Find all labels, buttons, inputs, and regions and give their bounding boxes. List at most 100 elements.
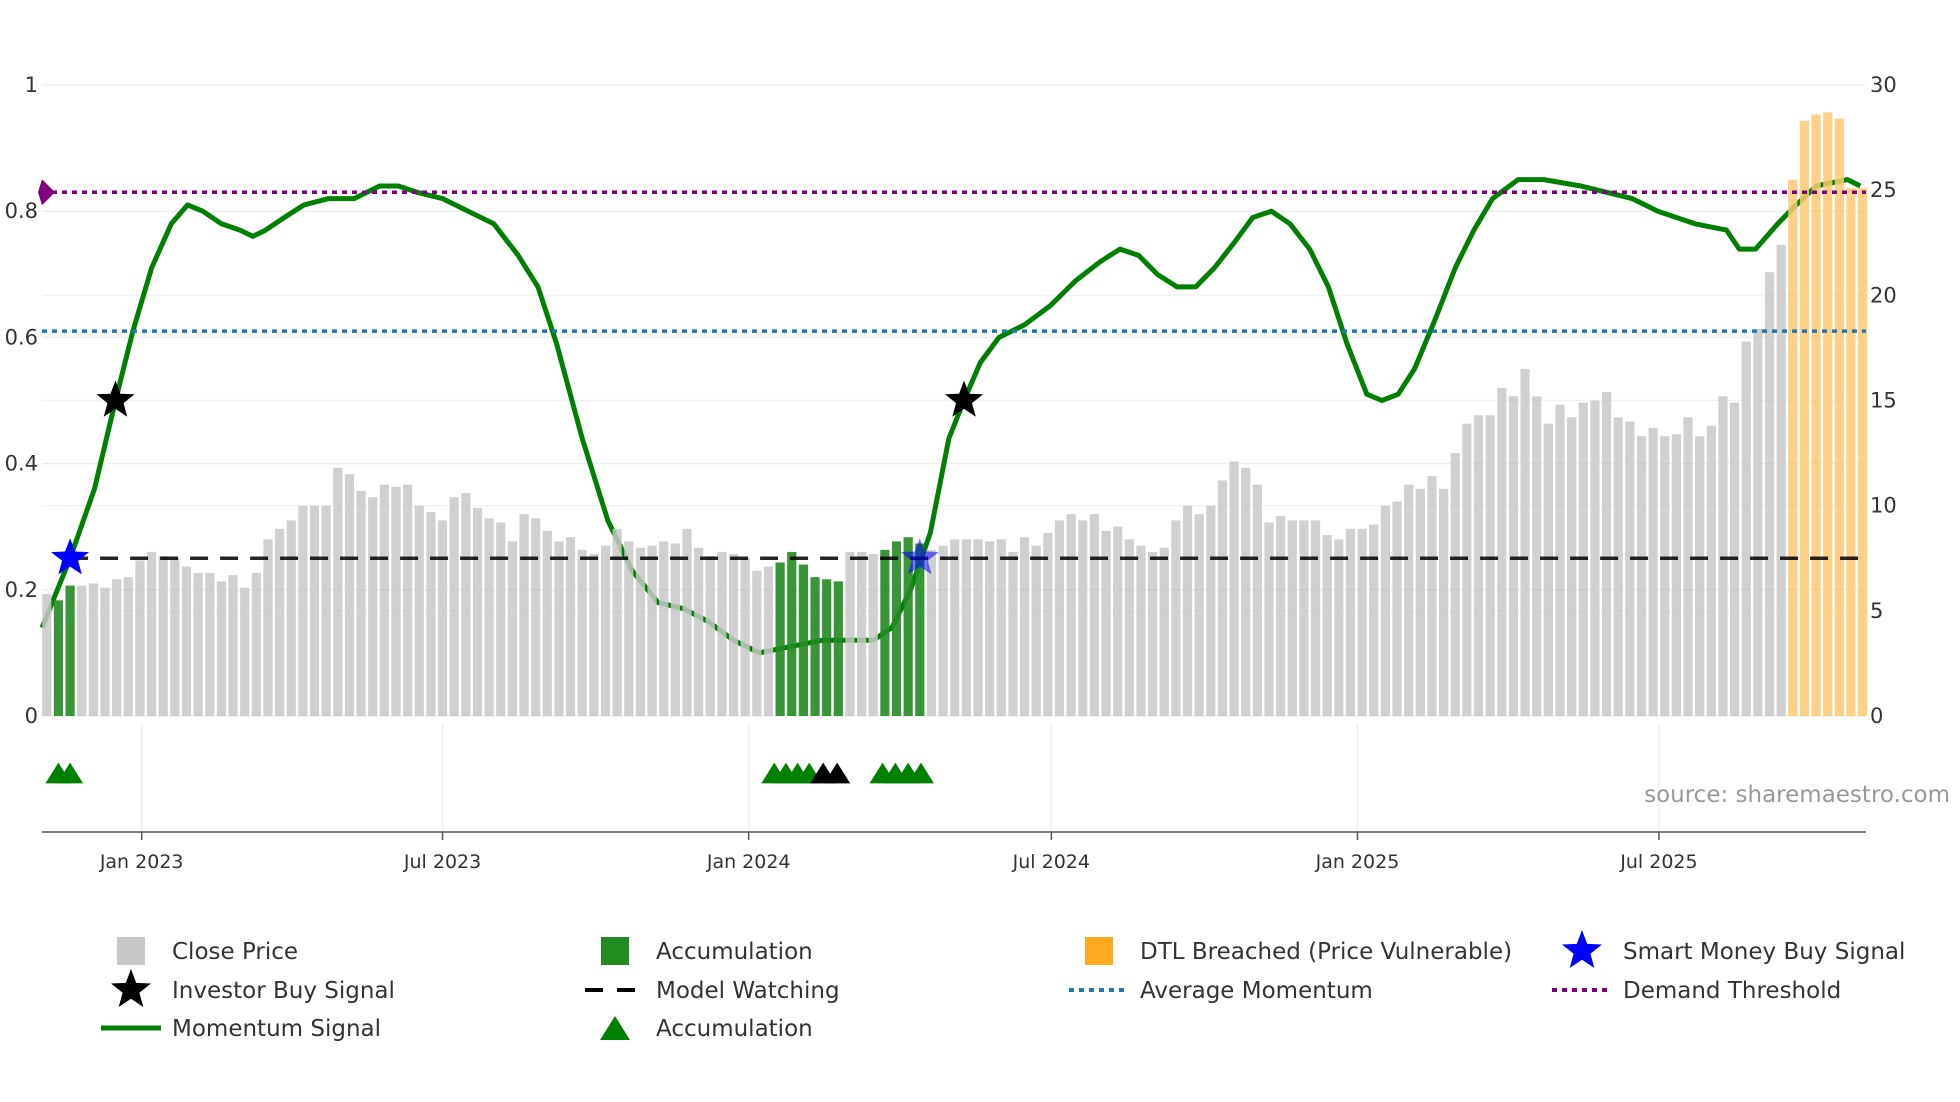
close-price-bar (857, 551, 867, 716)
legend-label-smart-money: Smart Money Buy Signal (1623, 939, 1905, 965)
close-price-bar (391, 486, 401, 716)
close-price-bar (1462, 423, 1472, 716)
close-price-bar (1171, 520, 1181, 716)
dtl-breached-bar (1799, 120, 1810, 717)
accumulation-bar (65, 585, 75, 716)
close-price-bar (682, 528, 692, 716)
close-price-bar (1613, 417, 1623, 716)
left-axis-tick-label: 0 (25, 704, 38, 728)
close-price-bar (566, 537, 576, 716)
close-price-bar (1636, 436, 1647, 716)
close-price-bar (1706, 425, 1716, 716)
close-price-bar (146, 551, 157, 716)
close-price-bar (88, 583, 98, 716)
close-price-bar (1252, 484, 1262, 716)
close-price-bar (996, 539, 1006, 716)
source-label: source: sharemaestro.com (1644, 782, 1950, 808)
accumulation-bar (903, 537, 913, 716)
close-price-bar (1485, 415, 1495, 716)
close-price-bar (985, 541, 995, 716)
close-price-bar (1404, 484, 1414, 716)
close-price-bar (1555, 404, 1565, 716)
close-price-bar (1101, 530, 1111, 716)
legend: Close Price Accumulation DTL Breached (Pri… (101, 930, 1905, 1042)
close-price-bar (1532, 396, 1542, 716)
legend-star-icon (111, 969, 151, 1007)
close-price-bar (1497, 387, 1507, 716)
close-price-bar (763, 566, 774, 716)
close-price-bar (1776, 244, 1786, 716)
close-price-bar (77, 585, 87, 716)
price-bars (42, 112, 1868, 717)
close-price-bar (496, 522, 506, 716)
close-price-bar (1089, 514, 1099, 716)
close-price-bar (868, 554, 878, 716)
right-axis-tick-label: 20 (1870, 283, 1897, 307)
smart-money-star-icon (51, 538, 90, 575)
gridlines (42, 84, 1866, 832)
close-price-bar (426, 511, 436, 716)
accumulation-triangle-icon (57, 762, 84, 784)
close-price-bar (1508, 396, 1519, 716)
close-price-bar (1427, 476, 1437, 716)
dtl-breached-bar (1846, 188, 1856, 716)
close-price-bar (554, 541, 564, 716)
close-price-bar (1741, 341, 1751, 716)
close-price-bar (414, 505, 424, 716)
legend-label-demand-threshold: Demand Threshold (1623, 978, 1841, 1004)
close-price-bar (1567, 417, 1577, 716)
close-price-bar (286, 520, 296, 716)
close-price-bar (298, 505, 308, 716)
close-price-bar (1753, 328, 1763, 716)
close-price-bar (1683, 417, 1693, 716)
dtl-breached-bar (1811, 114, 1821, 717)
close-price-bar (1322, 535, 1332, 716)
close-price-bar (1625, 421, 1635, 716)
close-price-bar (1217, 480, 1228, 716)
close-price-bar (1718, 396, 1728, 716)
legend-label-model-watching: Model Watching (656, 978, 840, 1004)
demand-threshold-diamond-icon (38, 179, 55, 206)
close-price-bar (228, 575, 238, 716)
close-price-bar (600, 545, 611, 716)
close-price-bar (659, 541, 669, 716)
close-price-bar (1473, 415, 1484, 716)
close-price-bar (205, 572, 215, 716)
close-price-bar (356, 490, 366, 716)
close-price-bar (1660, 436, 1670, 716)
legend-star-icon (1562, 930, 1602, 968)
close-price-bar (1136, 545, 1146, 716)
close-price-bar (507, 541, 517, 716)
right-axis-tick-label: 30 (1870, 73, 1897, 97)
close-price-bar (577, 549, 587, 716)
close-price-bar (612, 528, 622, 716)
close-price-bar (42, 594, 52, 716)
close-price-bar (135, 560, 145, 716)
close-price-bar (694, 547, 704, 716)
right-axis-tick-label: 25 (1870, 178, 1897, 202)
close-price-bar (1264, 522, 1274, 716)
close-price-bar (1043, 533, 1053, 716)
accumulation-triangle-black-icon (824, 762, 851, 784)
accumulation-bar (891, 541, 902, 716)
close-price-bar (1357, 528, 1367, 716)
close-price-bar (321, 505, 331, 716)
close-price-bar (472, 507, 483, 716)
close-price-bar (542, 530, 552, 716)
legend-label-close-price: Close Price (172, 939, 298, 965)
close-price-bar (1229, 461, 1239, 716)
close-price-bar (740, 558, 750, 716)
accumulation-bar (787, 551, 797, 716)
x-axis-tick-label: Jul 2023 (403, 851, 481, 873)
close-price-bar (1671, 434, 1681, 716)
close-price-bar (112, 579, 122, 716)
close-price-bar (1241, 467, 1251, 716)
legend-triangle-icon (600, 1016, 630, 1040)
signal-markers (45, 380, 984, 784)
legend-label-accumulation-marker: Accumulation (656, 1016, 813, 1042)
close-price-bar (1019, 537, 1030, 716)
close-price-bar (263, 539, 273, 716)
dtl-breached-bar (1858, 188, 1868, 716)
accumulation-bar (880, 549, 890, 716)
